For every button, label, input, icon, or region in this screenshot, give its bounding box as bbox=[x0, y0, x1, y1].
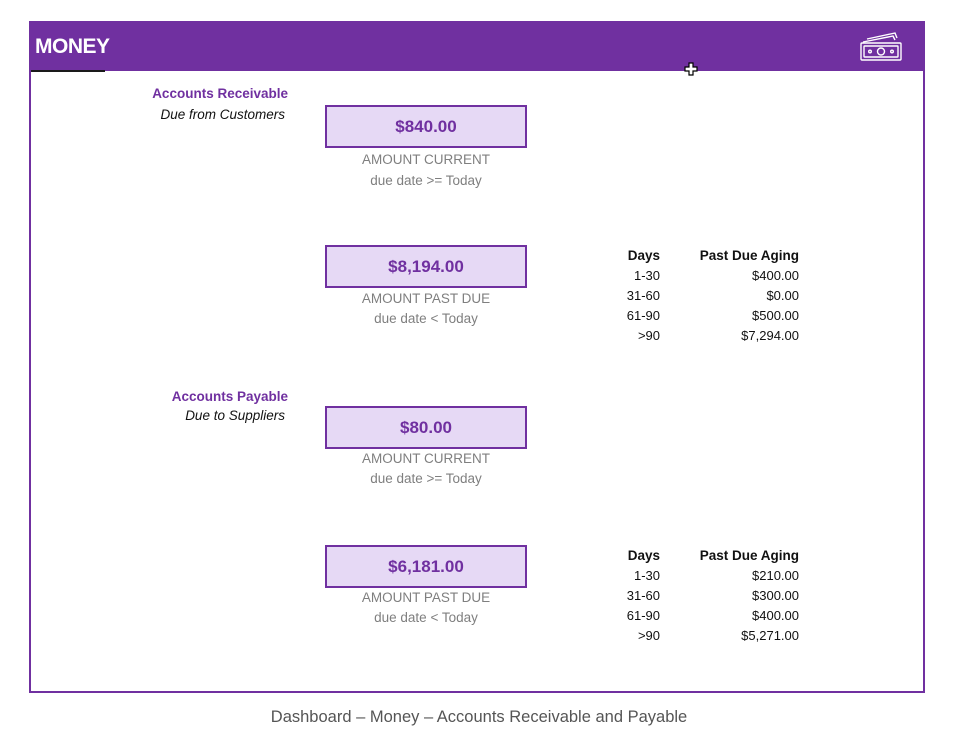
aging-amount-header: Past Due Aging bbox=[699, 548, 799, 563]
aging-amount: $210.00 bbox=[752, 568, 799, 583]
aging-amount: $400.00 bbox=[752, 608, 799, 623]
table-row: >90 $5,271.00 bbox=[613, 628, 799, 648]
header-bar: MONEY bbox=[31, 23, 923, 72]
aging-amount: $500.00 bbox=[752, 308, 799, 323]
title-underline bbox=[31, 70, 105, 72]
aging-header-row: Days Past Due Aging bbox=[613, 248, 799, 268]
payable-aging-table: Days Past Due Aging 1-30 $210.00 31-60 $… bbox=[613, 548, 799, 648]
aging-days: >90 bbox=[637, 628, 660, 643]
receivable-aging-table: Days Past Due Aging 1-30 $400.00 31-60 $… bbox=[613, 248, 799, 348]
aging-amount: $400.00 bbox=[752, 268, 799, 283]
payable-past-due-amount: $6,181.00 bbox=[325, 545, 527, 588]
payable-subtitle: Due to Suppliers bbox=[185, 408, 285, 423]
receivable-title: Accounts Receivable bbox=[152, 86, 288, 101]
receivable-current-amount: $840.00 bbox=[325, 105, 527, 148]
payable-past-due-condition: due date < Today bbox=[374, 610, 478, 625]
move-cursor-icon bbox=[684, 62, 698, 76]
receivable-past-due-label: AMOUNT PAST DUE bbox=[361, 291, 491, 306]
aging-amount: $300.00 bbox=[752, 588, 799, 603]
aging-days: 1-30 bbox=[633, 268, 660, 283]
aging-days: 61-90 bbox=[626, 308, 660, 323]
table-row: 1-30 $210.00 bbox=[613, 568, 799, 588]
receivable-current-condition: due date >= Today bbox=[370, 173, 482, 188]
payable-current-label: AMOUNT CURRENT bbox=[362, 451, 490, 466]
aging-amount: $7,294.00 bbox=[741, 328, 799, 343]
aging-days: 31-60 bbox=[626, 288, 660, 303]
aging-days: 1-30 bbox=[633, 568, 660, 583]
money-bill-icon bbox=[860, 32, 902, 61]
payable-title: Accounts Payable bbox=[171, 389, 288, 404]
aging-days: >90 bbox=[637, 328, 660, 343]
table-row: 31-60 $300.00 bbox=[613, 588, 799, 608]
dashboard-frame: MONEY Accounts Receivable Due from Custo… bbox=[29, 21, 925, 693]
receivable-past-due-condition: due date < Today bbox=[374, 311, 478, 326]
page-title: MONEY bbox=[35, 35, 110, 58]
payable-past-due-label: AMOUNT PAST DUE bbox=[361, 590, 491, 605]
dashboard-caption: Dashboard – Money – Accounts Receivable … bbox=[270, 708, 688, 726]
receivable-subtitle: Due from Customers bbox=[160, 107, 285, 122]
receivable-past-due-amount: $8,194.00 bbox=[325, 245, 527, 288]
aging-amount: $0.00 bbox=[766, 288, 799, 303]
days-header: Days bbox=[627, 548, 660, 563]
aging-days: 31-60 bbox=[626, 588, 660, 603]
aging-header-row: Days Past Due Aging bbox=[613, 548, 799, 568]
payable-current-amount: $80.00 bbox=[325, 406, 527, 449]
receivable-current-label: AMOUNT CURRENT bbox=[362, 152, 490, 167]
aging-days: 61-90 bbox=[626, 608, 660, 623]
table-row: 31-60 $0.00 bbox=[613, 288, 799, 308]
aging-amount-header: Past Due Aging bbox=[699, 248, 799, 263]
table-row: 1-30 $400.00 bbox=[613, 268, 799, 288]
table-row: >90 $7,294.00 bbox=[613, 328, 799, 348]
table-row: 61-90 $500.00 bbox=[613, 308, 799, 328]
days-header: Days bbox=[627, 248, 660, 263]
aging-amount: $5,271.00 bbox=[741, 628, 799, 643]
table-row: 61-90 $400.00 bbox=[613, 608, 799, 628]
payable-current-condition: due date >= Today bbox=[370, 471, 482, 486]
